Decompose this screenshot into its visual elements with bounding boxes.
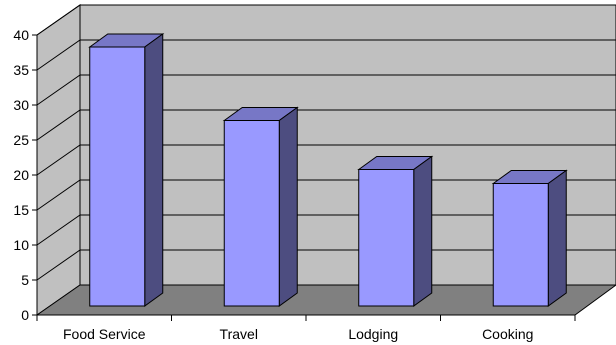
category-label: Cooking [482, 326, 533, 342]
gridline [36, 214, 616, 246]
bar-side [547, 169, 567, 307]
gridline [36, 249, 616, 281]
bar [491, 169, 568, 307]
category-label: Lodging [348, 326, 398, 342]
gridline [36, 4, 616, 36]
y-axis: 0 5 10 15 20 25 30 35 40 [13, 27, 38, 323]
gridline [36, 74, 616, 106]
bars [88, 33, 568, 307]
bar [88, 33, 165, 307]
y-tick-label: 10 [13, 237, 29, 253]
gridline [36, 109, 616, 141]
gridline [36, 39, 616, 71]
bar-side [278, 106, 298, 307]
y-tick-label: 0 [21, 307, 29, 323]
bar-side [413, 155, 433, 307]
bar [222, 106, 299, 307]
y-tick-label: 15 [13, 202, 29, 218]
x-axis: Food Service Travel Lodging Cooking [36, 314, 576, 342]
y-tick-label: 35 [13, 62, 29, 78]
bar-front [492, 183, 549, 307]
bar-side [144, 33, 164, 307]
y-tick-label: 25 [13, 132, 29, 148]
y-tick-label: 5 [21, 272, 29, 288]
y-tick-label: 30 [13, 97, 29, 113]
gridline [36, 144, 616, 176]
category-label: Food Service [63, 326, 146, 342]
bar-front [358, 169, 415, 307]
bar [357, 155, 434, 307]
bar-front [223, 120, 280, 307]
category-label: Travel [220, 326, 258, 342]
gridline [36, 179, 616, 211]
bar-front [89, 46, 146, 307]
y-tick-label: 40 [13, 27, 29, 43]
y-tick-label: 20 [13, 167, 29, 183]
gridlines [36, 4, 616, 281]
